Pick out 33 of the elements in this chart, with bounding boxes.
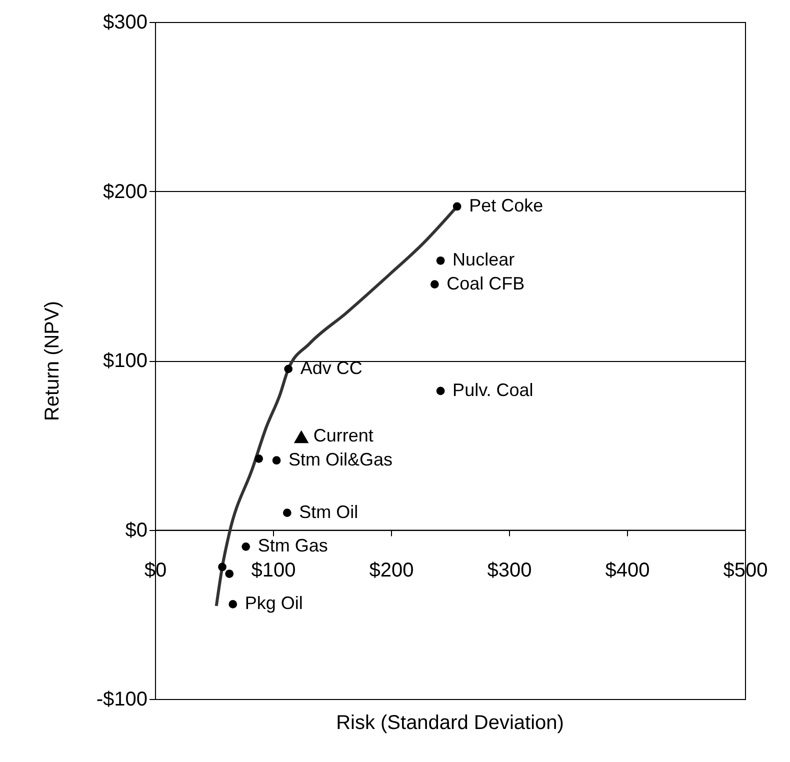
point xyxy=(272,456,281,465)
point xyxy=(218,562,226,572)
annotation: Nuclear xyxy=(452,250,515,270)
point xyxy=(242,542,250,551)
annotation: Stm Oil&Gas xyxy=(288,449,393,470)
point xyxy=(436,386,445,396)
point xyxy=(430,280,439,289)
point xyxy=(282,508,292,517)
x-tick-label: $300 xyxy=(487,559,532,582)
annotation: Pkg Oil xyxy=(244,593,303,614)
point xyxy=(284,364,293,374)
annotation: Stm Gas xyxy=(258,536,328,556)
y-tick-label: $300 xyxy=(103,12,148,34)
annotation: Pet Coke xyxy=(469,195,544,216)
y-tick-label: $200 xyxy=(103,180,148,203)
x-tick-label: $200 xyxy=(369,559,414,582)
y-tick-label: $0 xyxy=(125,519,148,542)
y-tick-label: -$100 xyxy=(96,688,148,710)
annotation: Stm Oil xyxy=(299,502,358,522)
point xyxy=(436,256,445,265)
annotation: Pulv. Coal xyxy=(452,380,534,400)
x-axis-title: Risk (Standard Deviation) xyxy=(336,712,564,734)
point xyxy=(225,570,234,578)
annotation: Current xyxy=(313,426,374,446)
y-axis-title: Return (NPV) xyxy=(41,300,64,422)
x-tick-label: $100 xyxy=(251,559,296,582)
point xyxy=(452,202,462,211)
x-tick-label: $400 xyxy=(605,559,650,582)
y-tick-label: $100 xyxy=(103,350,148,372)
point xyxy=(294,430,309,444)
point xyxy=(228,600,238,608)
annotation: Coal CFB xyxy=(446,273,525,294)
point xyxy=(254,454,264,463)
